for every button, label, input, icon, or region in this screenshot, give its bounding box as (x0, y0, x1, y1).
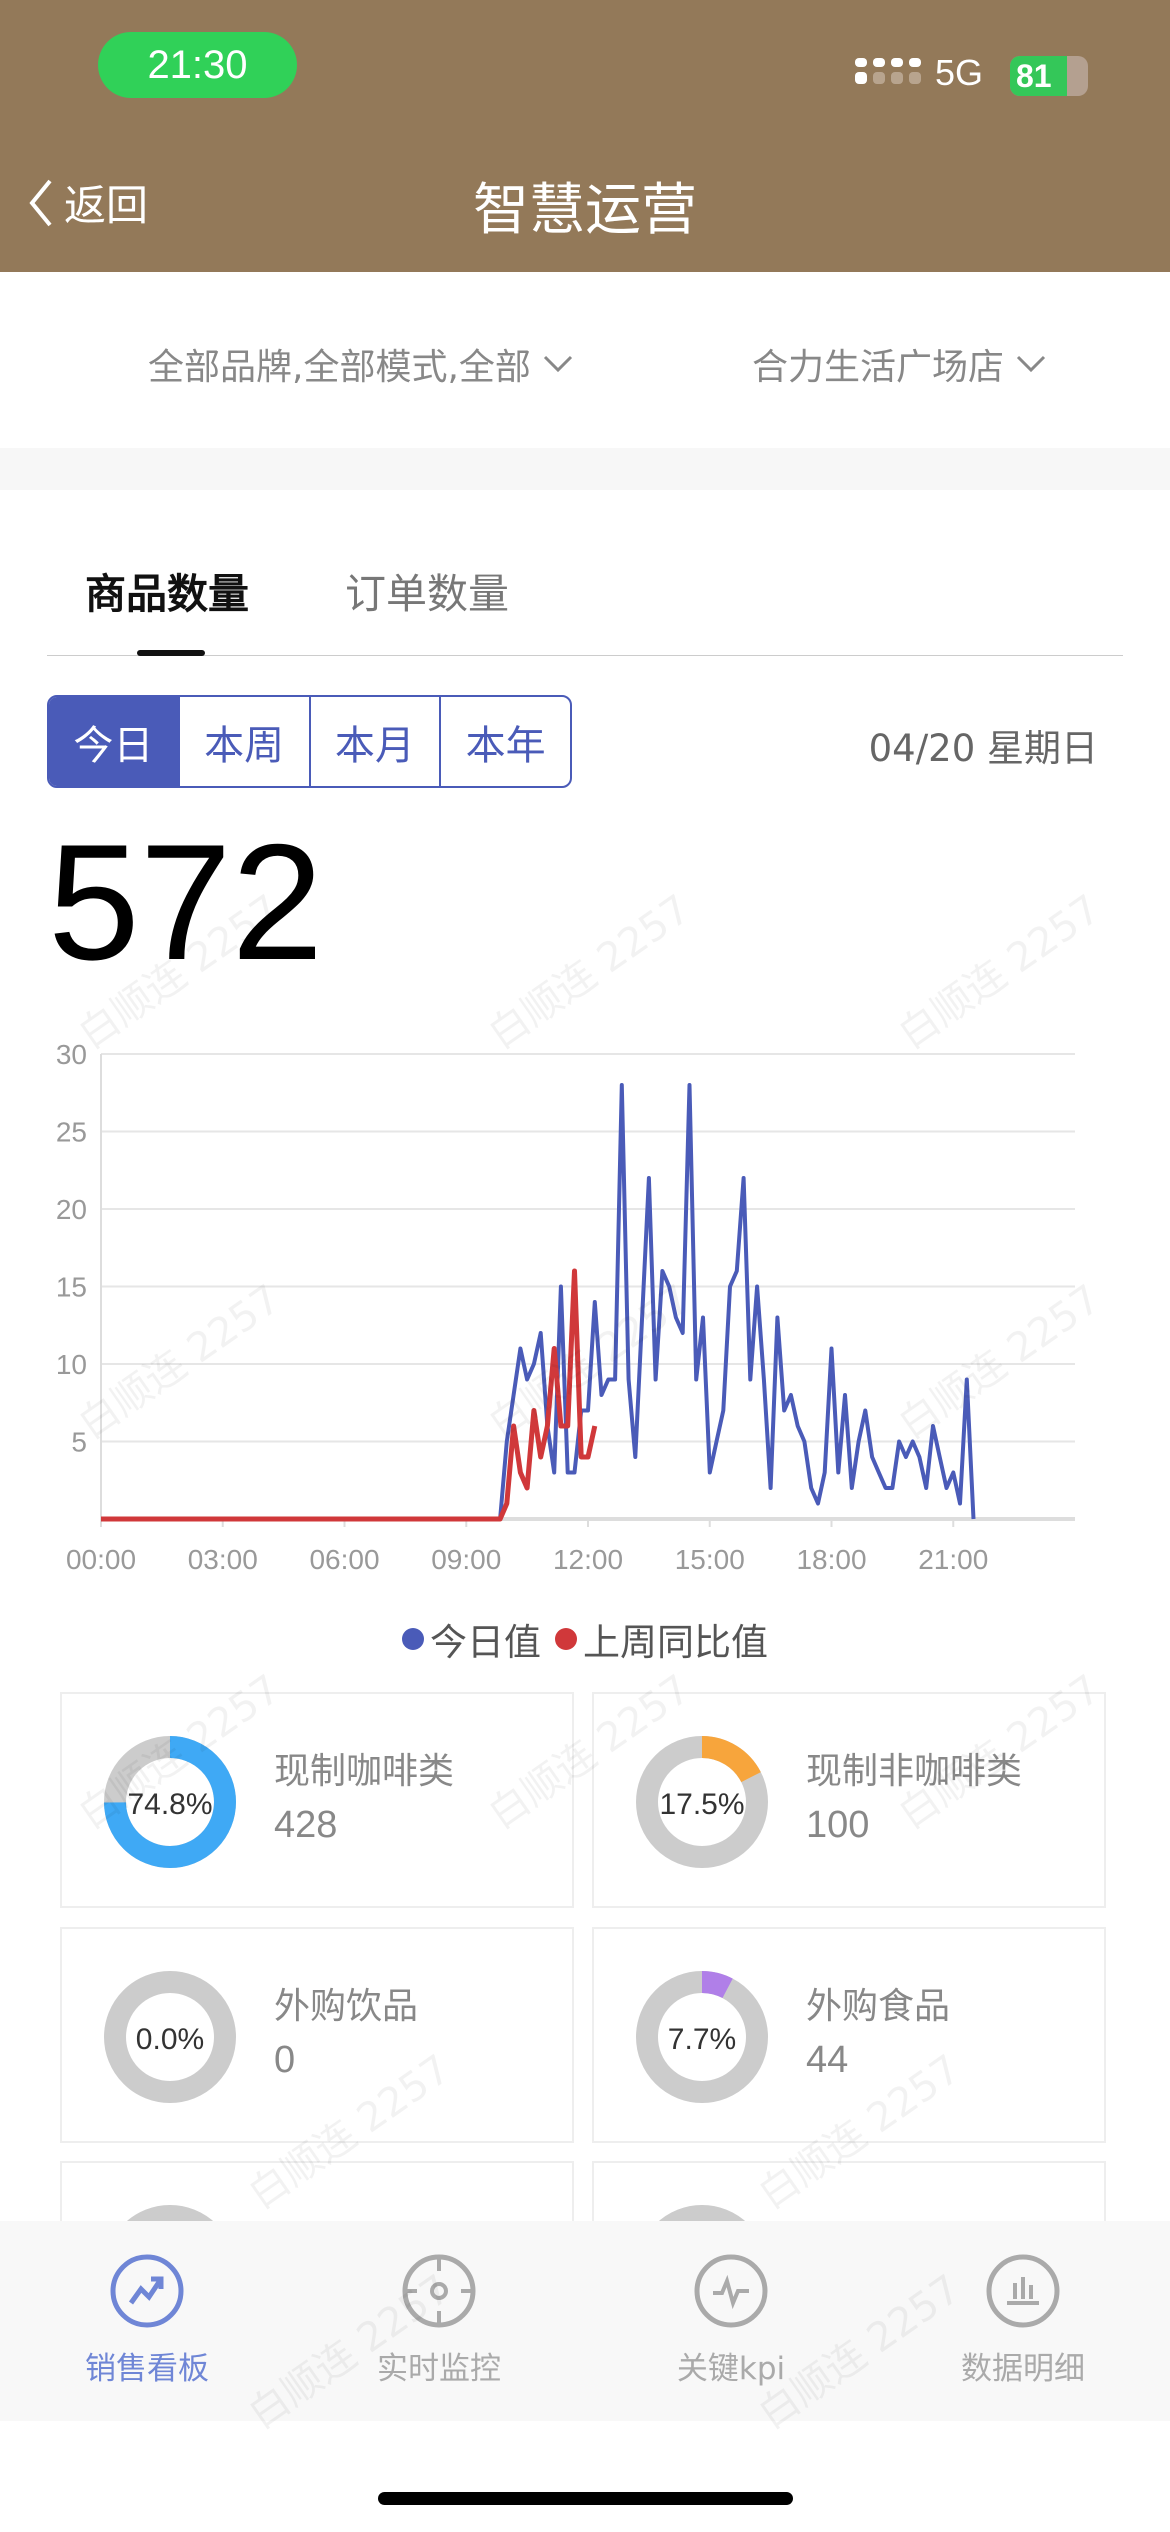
battery-icon: 81 (1010, 56, 1088, 96)
category-value: 100 (806, 1804, 870, 1846)
y-tick-label: 20 (56, 1194, 87, 1225)
category-name: 现制非咖啡类 (806, 1751, 1023, 1792)
trend-up-icon (110, 2254, 184, 2328)
x-tick-label: 03:00 (188, 1544, 258, 1575)
period-selector: 今日 本周 本月 本年 (47, 695, 572, 788)
donut-ring: 17.5% (636, 1736, 768, 1868)
nav-realtime-monitor[interactable]: 实时监控 (293, 2221, 585, 2421)
ring-progress (104, 1736, 236, 1868)
y-tick-label: 10 (56, 1349, 87, 1380)
y-tick-label: 30 (56, 1039, 87, 1070)
category-card[interactable]: 17.5% 现制非咖啡类 100 (592, 1692, 1106, 1908)
series-line-last-week (101, 1268, 598, 1522)
ring-percent: 0.0% (136, 2023, 204, 2056)
x-tick-label: 21:00 (918, 1544, 988, 1575)
category-card[interactable]: 74.8% 现制咖啡类 428 (60, 1692, 574, 1908)
nav-label: 实时监控 (377, 2351, 501, 2387)
legend-swatch-today (402, 1628, 424, 1650)
x-tick-label: 12:00 (553, 1544, 623, 1575)
nav-label: 销售看板 (85, 2351, 209, 2387)
battery-fill (1010, 56, 1067, 96)
period-today[interactable]: 今日 (49, 697, 178, 786)
store-dropdown[interactable]: 合力生活广场店 (752, 338, 1046, 390)
section-gap (0, 448, 1170, 490)
period-year[interactable]: 本年 (439, 697, 570, 786)
category-name: 外购食品 (806, 1986, 951, 2027)
ring-progress (636, 1971, 768, 2103)
x-tick-label: 15:00 (675, 1544, 745, 1575)
back-label: 返回 (64, 181, 149, 230)
ring-percent: 7.7% (668, 2023, 736, 2056)
date-label: 04/20 星期日 (868, 727, 1098, 770)
category-value: 44 (806, 2039, 849, 2081)
x-tick-label: 00:00 (66, 1544, 136, 1575)
nav-sales-board[interactable]: 销售看板 (1, 2221, 293, 2421)
donut-ring: 7.7% (636, 1971, 768, 2103)
y-tick-label: 15 (56, 1272, 87, 1303)
brand-mode-dropdown[interactable]: 全部品牌,全部模式,全部 (148, 338, 573, 390)
tab-order-count[interactable]: 订单数量 (345, 570, 509, 618)
home-indicator (378, 2492, 793, 2505)
category-value: 0 (274, 2039, 296, 2081)
total-count: 572 (48, 810, 324, 994)
network-type: 5G (935, 52, 984, 93)
crosshair-icon (402, 2254, 476, 2328)
donut-ring: 0.0% (104, 1971, 236, 2103)
legend-last-week[interactable]: 上周同比值 (583, 1621, 768, 1664)
category-card[interactable]: 0.0% 外购饮品 0 (60, 1927, 574, 2143)
legend-today[interactable]: 今日值 (430, 1621, 541, 1664)
pulse-icon (694, 2254, 768, 2328)
category-card[interactable]: 7.7% 外购食品 44 (592, 1927, 1106, 2143)
nav-label: 关键kpi (676, 2351, 786, 2387)
donut-ring: 74.8% (104, 1736, 236, 1868)
x-tick-label: 06:00 (309, 1544, 379, 1575)
nav-data-detail[interactable]: 数据明细 (877, 2221, 1169, 2421)
y-tick-label: 5 (71, 1427, 87, 1458)
signal-icon (855, 58, 921, 84)
bar-chart-icon (986, 2254, 1060, 2328)
period-week[interactable]: 本周 (177, 697, 309, 786)
chevron-down-icon (543, 355, 572, 373)
chevron-down-icon (1016, 355, 1046, 373)
period-month[interactable]: 本月 (308, 697, 440, 786)
nav-label: 数据明细 (961, 2351, 1085, 2387)
line-chart: 5 10 15 20 25 30 00:00 03:00 06:00 09:00 12:00 15:0… (56, 1039, 1075, 1575)
store-value: 合力生活广场店 (752, 347, 1005, 388)
tab-divider (47, 655, 1123, 656)
status-time: 21:30 (98, 32, 297, 98)
page-title: 智慧运营 (473, 178, 697, 243)
ring-percent: 74.8% (127, 1788, 212, 1821)
x-tick-label: 09:00 (431, 1544, 501, 1575)
legend-swatch-last-week (555, 1628, 577, 1650)
tab-product-count[interactable]: 商品数量 (85, 570, 249, 618)
nav-key-kpi[interactable]: 关键kpi (585, 2221, 877, 2421)
x-tick-label: 18:00 (796, 1544, 866, 1575)
category-value: 428 (274, 1804, 338, 1846)
ring-percent: 17.5% (659, 1788, 744, 1821)
filter-bar (0, 272, 1170, 448)
back-button[interactable]: 返回 (28, 172, 148, 233)
ring-track (104, 1971, 236, 2103)
active-tab-indicator (137, 650, 205, 656)
series-line-today (101, 1083, 976, 1521)
y-tick-label: 25 (56, 1117, 87, 1148)
category-name: 现制咖啡类 (274, 1751, 455, 1792)
category-name: 外购饮品 (274, 1986, 419, 2027)
battery-percent: 81 (1016, 58, 1052, 94)
bottom-nav: 销售看板 实时监控 关键kpi 数据明细 (0, 2221, 1170, 2421)
brand-mode-value: 全部品牌,全部模式,全部 (148, 347, 531, 388)
ring-progress (636, 1736, 768, 1868)
chevron-left-icon (29, 179, 52, 226)
chart-legend: 今日值 上周同比值 (0, 1612, 1170, 1666)
